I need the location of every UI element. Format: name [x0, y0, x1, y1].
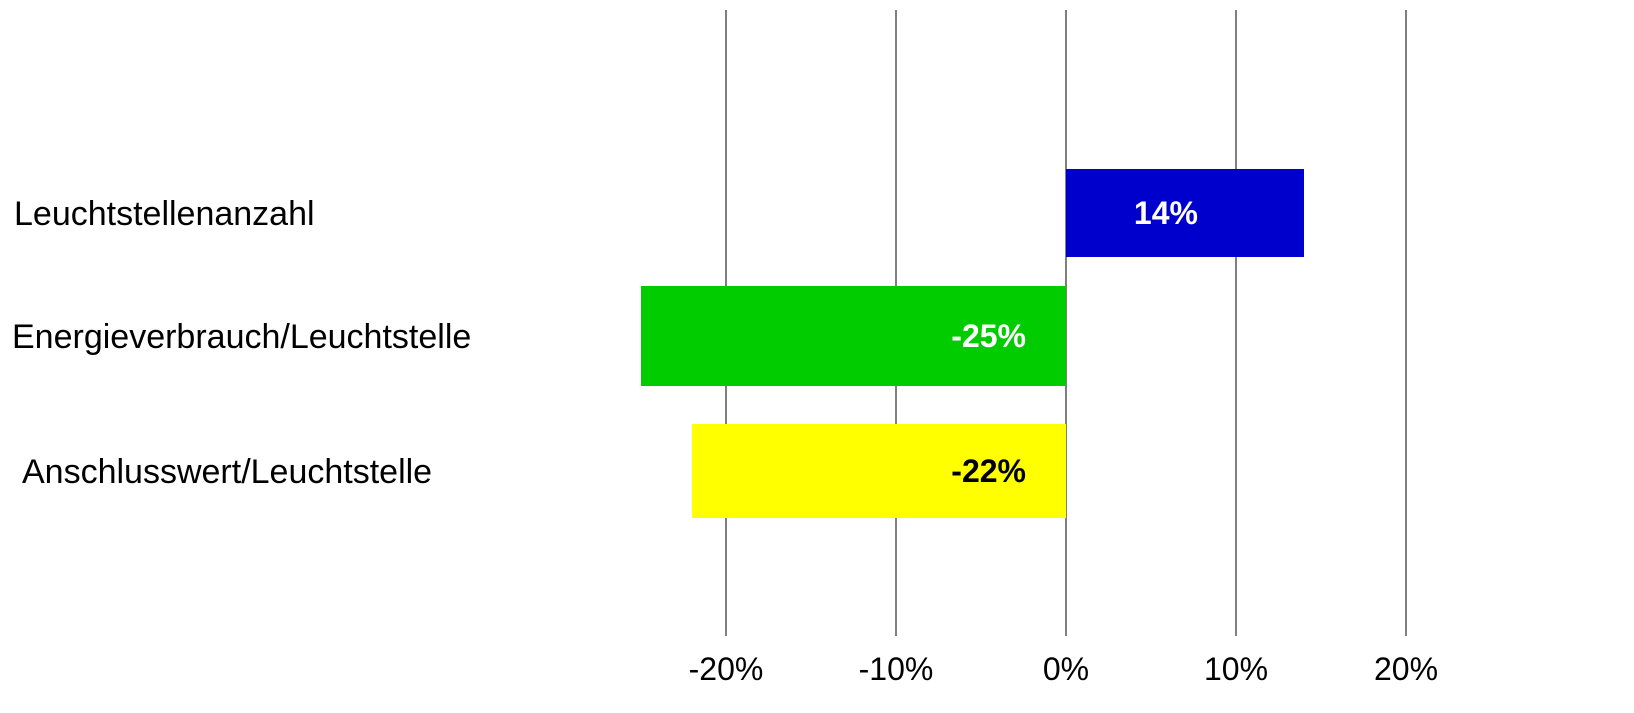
- data-label: -25%: [951, 318, 1026, 354]
- x-tick-label: -10%: [859, 651, 934, 687]
- bars: [641, 169, 1304, 518]
- category-label: Leuchtstellenanzahl: [14, 195, 315, 233]
- x-tick-label: 20%: [1374, 651, 1438, 687]
- x-axis-tick-labels: -20% -10% 0% 10% 20%: [689, 651, 1438, 687]
- category-label: Anschlusswert/Leuchtstelle: [22, 453, 432, 491]
- data-label: 14%: [1134, 195, 1198, 231]
- data-labels: 14% -25% -22%: [951, 195, 1198, 489]
- x-tick-label: -20%: [689, 651, 764, 687]
- x-tick-label: 10%: [1204, 651, 1268, 687]
- data-label: -22%: [951, 453, 1026, 489]
- bar: [641, 286, 1066, 386]
- bar: [692, 424, 1066, 518]
- bar: [1066, 169, 1304, 257]
- x-tick-label: 0%: [1043, 651, 1089, 687]
- category-label: Energieverbrauch/Leuchtstelle: [12, 318, 471, 356]
- category-labels: Leuchtstellenanzahl Energieverbrauch/Leuc…: [12, 195, 471, 491]
